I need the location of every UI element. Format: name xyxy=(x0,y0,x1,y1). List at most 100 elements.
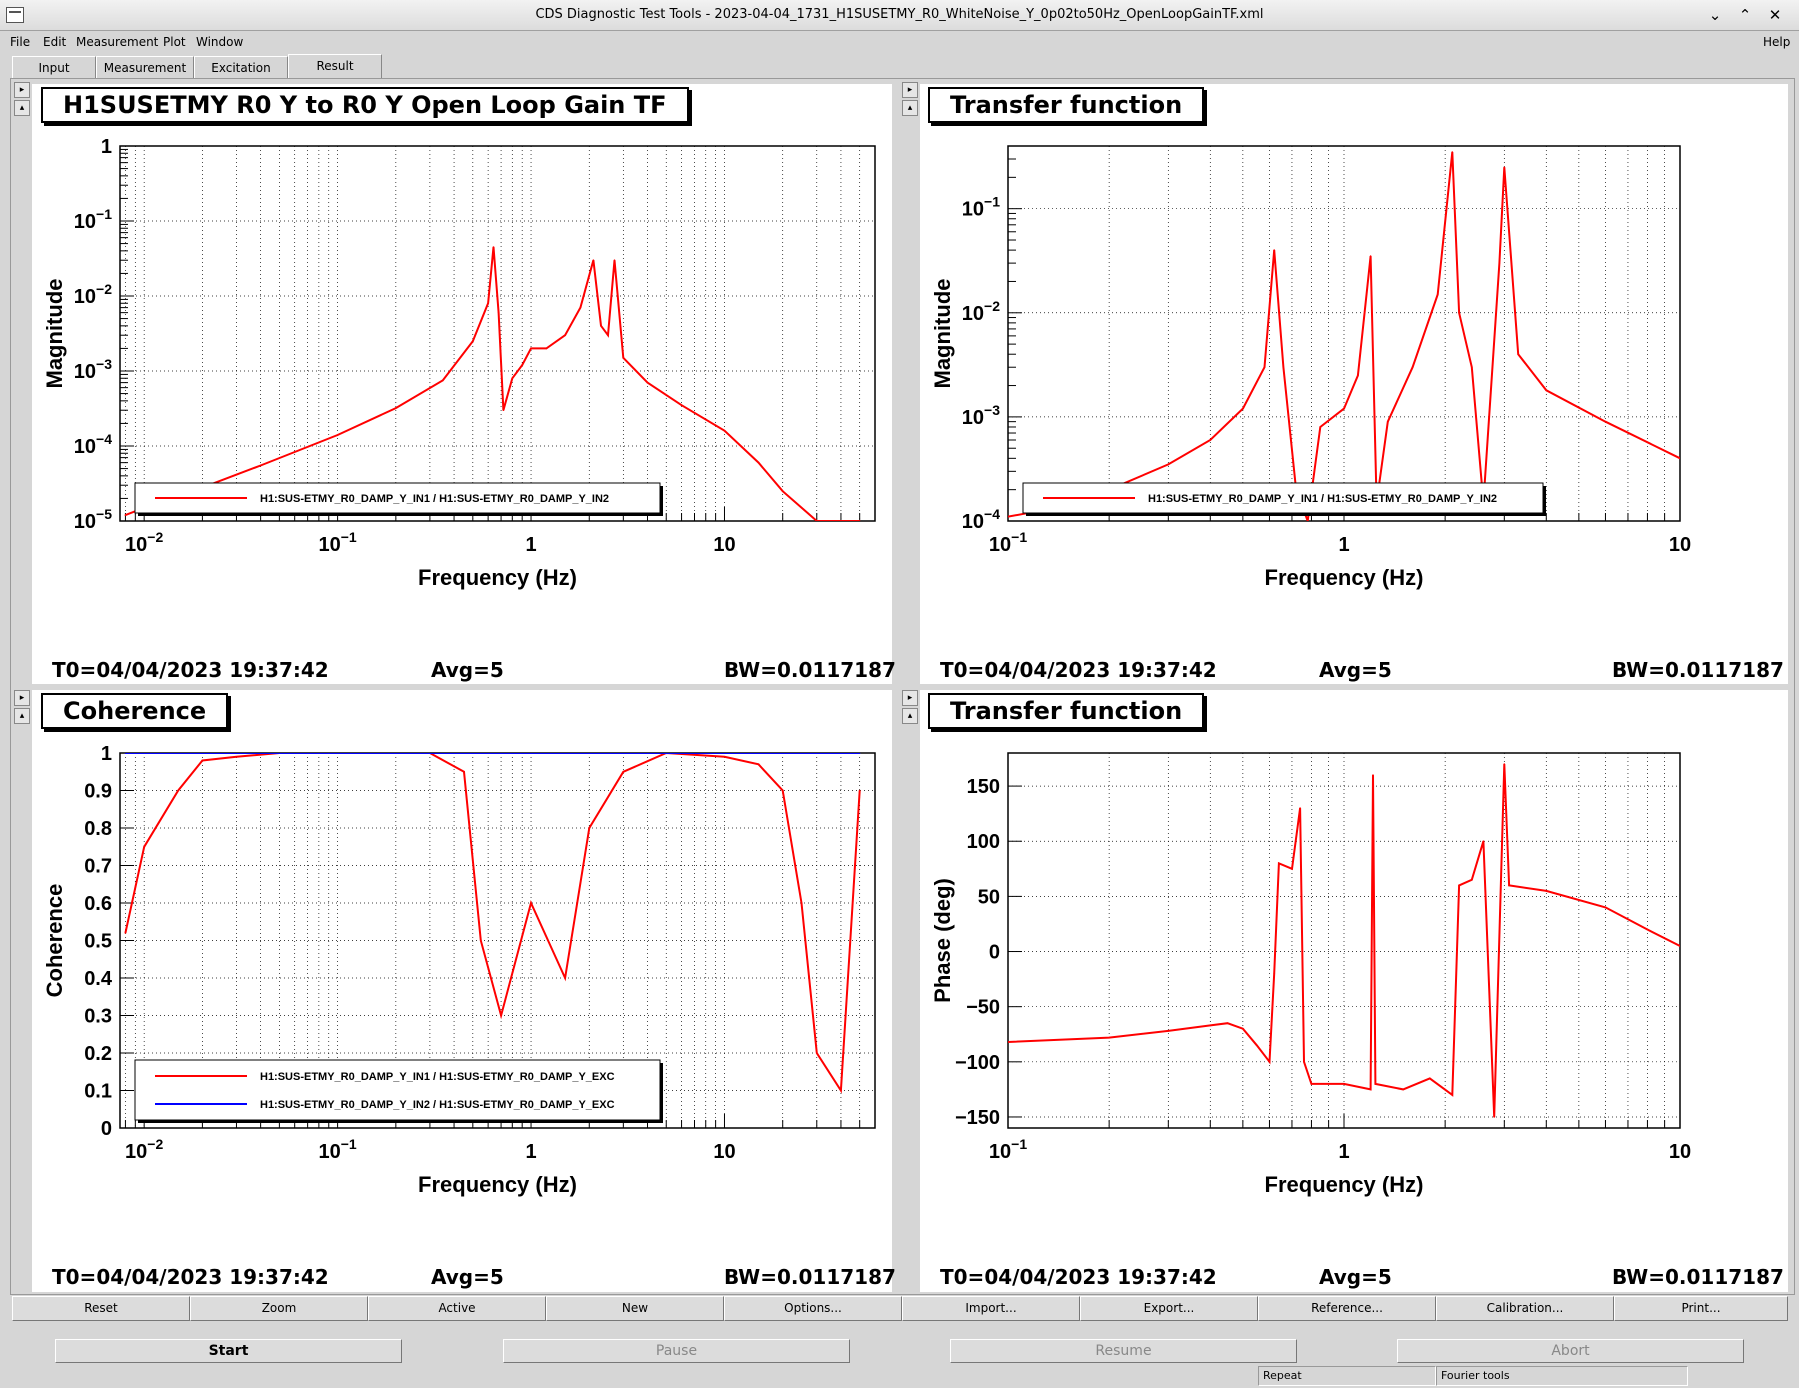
legend-label: H1:SUS-ETMY_R0_DAMP_Y_IN1 / H1:SUS-ETMY_… xyxy=(260,493,609,505)
maximize-icon[interactable]: ⌃ xyxy=(1738,6,1752,24)
data-point xyxy=(1374,1083,1377,1085)
x-axis-label: Frequency (Hz) xyxy=(1265,1172,1424,1197)
menu-window[interactable]: Window xyxy=(196,35,244,49)
data-point xyxy=(816,1052,818,1054)
data-point xyxy=(1503,763,1506,765)
reset-button[interactable]: Reset xyxy=(12,1296,190,1321)
data-point xyxy=(1503,166,1506,169)
data-point xyxy=(1343,407,1345,410)
print-button[interactable]: Print... xyxy=(1614,1296,1788,1321)
new-button[interactable]: New xyxy=(546,1296,724,1321)
data-point xyxy=(1369,1088,1372,1091)
y-tick-label: −100 xyxy=(955,1052,1000,1074)
y-tick-label: 0.8 xyxy=(84,818,112,840)
y-tick-label: 0 xyxy=(989,942,1000,964)
options-button[interactable]: Options... xyxy=(724,1296,902,1321)
tab-excitation[interactable]: Excitation xyxy=(194,56,288,79)
y-tick-label: 0.5 xyxy=(84,931,112,953)
pad-2-collapse-icon[interactable]: ▴ xyxy=(902,100,918,116)
data-point xyxy=(1458,312,1460,314)
chart-transfer-function-phase: 10−1 1 10 −150 −100 −50 0 50 100 150 Frequency (Hz… xyxy=(930,752,1691,1197)
start-button[interactable]: Start xyxy=(55,1339,402,1363)
data-point xyxy=(1306,520,1309,521)
y-tick-label: 100 xyxy=(967,831,1000,853)
import-button[interactable]: Import... xyxy=(902,1296,1080,1321)
x-tick-label: 10−2 xyxy=(125,529,163,556)
status-fourier-tools: Fourier tools xyxy=(1436,1366,1688,1386)
y-tick-label: −50 xyxy=(966,997,1000,1019)
data-point xyxy=(1263,366,1266,368)
pad-2-expand-icon[interactable]: ▸ xyxy=(902,82,918,98)
y-tick-label: 10−1 xyxy=(74,206,112,233)
y-tick-label: 10−3 xyxy=(74,356,112,383)
tab-measurement[interactable]: Measurement xyxy=(96,56,194,79)
plot-frame xyxy=(119,145,876,522)
x-tick-label: 10−1 xyxy=(318,529,356,556)
data-point xyxy=(622,357,625,359)
data-point xyxy=(1451,151,1454,153)
tab-result[interactable]: Result xyxy=(288,54,382,79)
export-button[interactable]: Export... xyxy=(1080,1296,1258,1321)
pad-4-bw: BW=0.0117187 xyxy=(1612,1265,1784,1289)
pad-1-collapse-icon[interactable]: ▴ xyxy=(14,100,30,116)
data-point xyxy=(1508,884,1510,887)
pad-2-title: Transfer function xyxy=(928,87,1205,123)
pad-1-expand-icon[interactable]: ▸ xyxy=(14,82,30,98)
data-point xyxy=(480,939,482,942)
menu-file[interactable]: File xyxy=(10,35,31,49)
data-point xyxy=(177,789,179,792)
data-point xyxy=(472,340,474,342)
menu-plot[interactable]: Plot xyxy=(163,35,186,49)
menu-edit[interactable]: Edit xyxy=(43,35,67,49)
x-tick-label: 1 xyxy=(525,1141,536,1163)
data-point xyxy=(816,520,818,521)
x-axis-label: Frequency (Hz) xyxy=(1265,565,1424,590)
y-tick-label: 10−2 xyxy=(74,281,112,308)
y-tick-label: 1 xyxy=(101,743,112,765)
data-point xyxy=(579,306,582,309)
pad-3-collapse-icon[interactable]: ▴ xyxy=(14,708,30,724)
minimize-icon[interactable]: ⌄ xyxy=(1708,6,1722,24)
y-tick-label: 10−3 xyxy=(962,402,1000,429)
data-point xyxy=(530,902,532,904)
data-point xyxy=(858,753,861,754)
abort-button[interactable]: Abort xyxy=(1397,1339,1744,1363)
x-tick-label: 10−1 xyxy=(989,529,1027,556)
data-point xyxy=(1167,1030,1170,1032)
data-point xyxy=(1242,1027,1244,1030)
pad-3-expand-icon[interactable]: ▸ xyxy=(14,690,30,706)
data-point xyxy=(1545,389,1548,392)
y-tick-label: 0.2 xyxy=(84,1043,112,1065)
y-tick-label: 10−1 xyxy=(962,194,1000,221)
pad-2-bw: BW=0.0117187 xyxy=(1612,658,1784,682)
y-tick-label: −150 xyxy=(955,1107,1000,1129)
calibration-button[interactable]: Calibration... xyxy=(1436,1296,1614,1321)
data-point xyxy=(858,789,861,792)
pad-4-t0: T0=04/04/2023 19:37:42 xyxy=(940,1265,1217,1289)
pad-4-expand-icon[interactable]: ▸ xyxy=(902,690,918,706)
data-point xyxy=(680,404,683,407)
data-point xyxy=(1451,1094,1454,1096)
pad-3-title: Coherence xyxy=(41,693,229,729)
zoom-button[interactable]: Zoom xyxy=(190,1296,368,1321)
data-point xyxy=(1493,1116,1495,1118)
menu-help[interactable]: Help xyxy=(1763,35,1791,49)
data-point xyxy=(1436,293,1439,296)
data-point xyxy=(1471,879,1473,881)
resume-button[interactable]: Resume xyxy=(950,1339,1297,1363)
reference-button[interactable]: Reference... xyxy=(1258,1296,1436,1321)
status-repeat: Repeat xyxy=(1258,1366,1436,1386)
close-icon[interactable]: ✕ xyxy=(1768,6,1782,24)
data-point xyxy=(500,1014,502,1017)
pad-4-collapse-icon[interactable]: ▴ xyxy=(902,708,918,724)
menu-measurement[interactable]: Measurement xyxy=(76,35,159,49)
data-point xyxy=(1387,420,1389,423)
active-button[interactable]: Active xyxy=(368,1296,546,1321)
pause-button[interactable]: Pause xyxy=(503,1339,850,1363)
data-point xyxy=(800,902,803,904)
tab-input[interactable]: Input xyxy=(12,56,96,79)
window-menu-icon[interactable] xyxy=(6,7,24,23)
data-point xyxy=(858,520,861,521)
x-tick-label: 10 xyxy=(1669,1141,1691,1163)
data-point xyxy=(1226,1022,1229,1024)
